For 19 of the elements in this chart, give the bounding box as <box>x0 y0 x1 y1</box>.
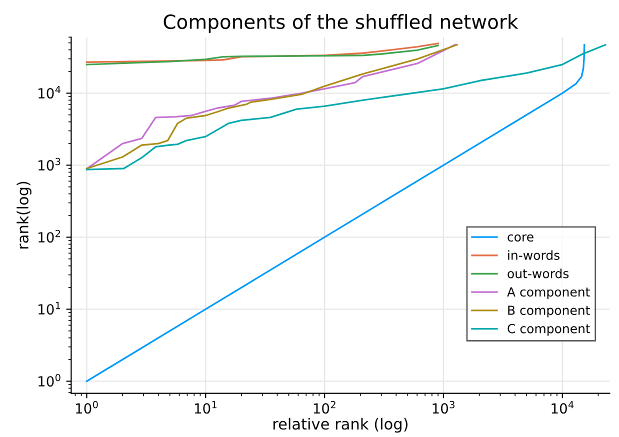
x-tick-label: 10$^{3}$ <box>432 400 454 414</box>
x-axis-title: relative rank (log) <box>273 418 408 433</box>
chart-title: Components of the shuffled network <box>164 14 518 33</box>
legend-label: in-words <box>508 250 560 260</box>
x-tick-label: 10$^{1}$ <box>194 401 217 414</box>
legend-label: A component <box>507 287 590 300</box>
y-axis-title: rank(log) <box>16 182 32 249</box>
legend-label: out-words <box>508 268 569 278</box>
y-tick-label: 10$^{3}$ <box>38 158 60 171</box>
y-tick-label: 10$^{0}$ <box>38 374 60 387</box>
x-tick-label: 10$^{0}$ <box>76 400 98 414</box>
y-tick-label: 10$^{2}$ <box>38 230 60 243</box>
x-tick-label: 10$^{4}$ <box>552 401 574 414</box>
legend-label: core <box>508 234 534 242</box>
x-tick-label: 10$^{2}$ <box>314 400 336 414</box>
y-tick-label: 10$^{4}$ <box>38 86 60 99</box>
legend-label: C component <box>508 324 590 336</box>
y-tick-label: 10$^{1}$ <box>38 302 60 315</box>
legend-label: B component <box>508 306 590 318</box>
